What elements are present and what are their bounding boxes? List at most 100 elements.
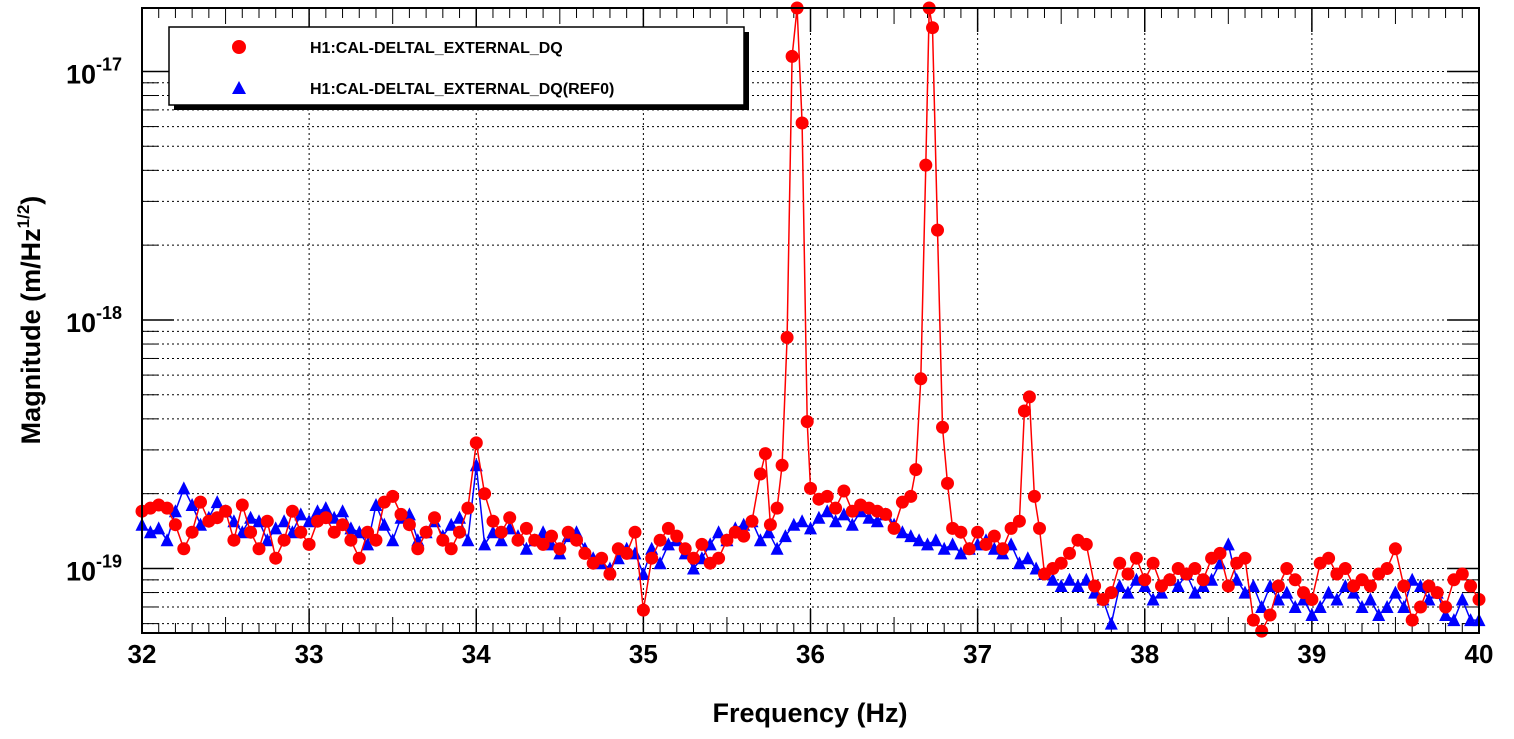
data-point — [1439, 608, 1453, 621]
data-point — [931, 223, 944, 237]
data-point — [829, 501, 843, 515]
data-point — [1363, 592, 1377, 606]
data-point — [1464, 579, 1478, 593]
data-point — [1288, 600, 1302, 613]
data-point — [1012, 556, 1026, 570]
data-point — [1414, 600, 1427, 614]
x-tick-label: 32 — [128, 639, 157, 669]
x-tick-labels: 32 33 34 35 36 37 38 39 40 — [128, 639, 1494, 669]
data-point — [762, 525, 776, 539]
data-point — [1079, 537, 1093, 551]
data-point — [277, 514, 291, 528]
x-tick-label: 33 — [295, 639, 324, 669]
data-point — [1213, 546, 1227, 560]
data-point — [887, 521, 901, 535]
data-point — [879, 507, 893, 521]
data-point — [386, 489, 400, 503]
data-point — [611, 551, 625, 565]
data-point — [1196, 573, 1210, 587]
data-point — [712, 551, 726, 565]
data-point — [971, 525, 985, 539]
data-point — [800, 415, 814, 429]
data-point — [386, 533, 400, 547]
x-tick-label: 35 — [629, 639, 658, 669]
legend-box — [168, 26, 745, 106]
data-point — [921, 537, 934, 551]
data-point — [1397, 600, 1411, 613]
y-axis-label-close: ) — [16, 196, 46, 205]
data-point — [1121, 585, 1135, 599]
data-point — [1171, 579, 1185, 592]
data-point — [461, 533, 475, 547]
data-point — [1455, 567, 1469, 581]
data-point — [194, 495, 207, 509]
data-point — [252, 542, 266, 556]
data-point — [775, 458, 789, 472]
data-point — [812, 510, 826, 524]
data-point — [795, 116, 809, 130]
data-point — [294, 507, 308, 521]
data-point — [912, 533, 926, 547]
data-point — [1380, 600, 1394, 613]
data-point — [987, 529, 1001, 543]
data-point — [862, 510, 876, 524]
data-point — [1238, 585, 1252, 599]
data-point — [919, 158, 933, 172]
data-point — [1372, 608, 1386, 621]
data-point — [260, 514, 274, 528]
data-point — [327, 525, 341, 539]
data-point — [1464, 613, 1478, 627]
data-point — [687, 561, 700, 575]
data-point — [260, 533, 274, 547]
data-point — [653, 556, 667, 570]
x-tick-label: 38 — [1130, 639, 1159, 669]
data-point — [411, 542, 425, 556]
legend-entry-ref0: H1:CAL-DELTAL_EXTERNAL_DQ(REF0) — [310, 81, 614, 98]
y-tick-label: 10-18 — [66, 303, 122, 338]
data-point — [845, 517, 859, 531]
data-point — [753, 533, 767, 547]
data-point — [160, 533, 174, 547]
data-point — [1046, 572, 1060, 586]
data-point — [361, 525, 375, 539]
data-point — [979, 537, 993, 551]
data-point — [712, 525, 726, 539]
data-point — [737, 517, 751, 531]
data-point — [1146, 556, 1160, 570]
data-point — [620, 546, 634, 560]
data-point — [344, 533, 358, 547]
data-point — [1221, 537, 1235, 551]
data-point — [336, 518, 350, 532]
data-point — [1246, 579, 1260, 592]
data-point — [461, 501, 475, 515]
data-point — [494, 533, 508, 547]
data-point — [336, 504, 350, 518]
data-point — [1271, 579, 1285, 593]
data-point — [1380, 562, 1394, 575]
data-point — [1063, 572, 1076, 586]
data-point — [1021, 551, 1035, 565]
data-point — [1271, 592, 1285, 606]
data-point — [1397, 579, 1411, 593]
data-point — [1146, 592, 1160, 606]
data-point — [285, 504, 299, 518]
data-point — [1338, 562, 1352, 575]
data-point — [829, 514, 843, 528]
data-point — [1129, 551, 1143, 565]
data-point — [1330, 592, 1344, 606]
data-point — [177, 542, 191, 556]
legend-entry-dq: H1:CAL-DELTAL_EXTERNAL_DQ — [310, 40, 563, 57]
data-point — [996, 542, 1010, 556]
data-point — [227, 533, 241, 547]
data-point — [780, 331, 794, 344]
data-point — [785, 49, 799, 63]
data-point — [369, 533, 383, 547]
data-point — [570, 533, 583, 547]
legend: H1:CAL-DELTAL_EXTERNAL_DQ H1:CAL-DELTAL_… — [168, 26, 749, 110]
data-point — [954, 546, 968, 560]
data-point — [402, 518, 416, 532]
data-point — [536, 537, 550, 551]
